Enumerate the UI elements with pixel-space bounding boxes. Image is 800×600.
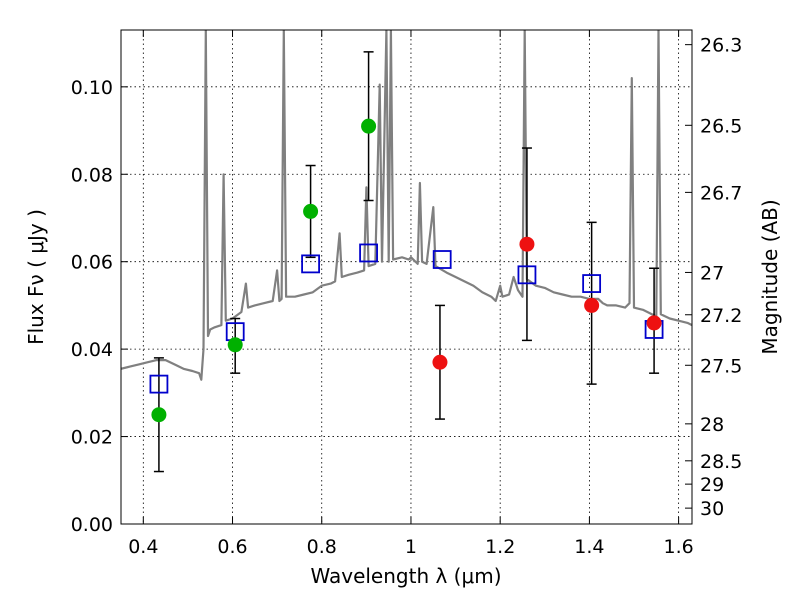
x-axis-label: Wavelength λ (μm) [310,564,501,588]
x-tick-label: 1 [405,536,417,558]
x-tick-label: 0.8 [307,536,337,558]
y-axis-ticks: 0.00 0.02 0.04 0.06 0.08 0.10 [71,77,128,536]
data-points [149,118,664,423]
green-point [227,337,243,353]
red-point [584,297,600,313]
right-tick-label: 26.7 [700,182,742,204]
right-tick-label: 26.3 [700,35,742,57]
x-tick-label: 0.4 [128,536,158,558]
y-tick-label: 0.04 [71,339,113,361]
x-axis-ticks: 0.4 0.6 0.8 1 1.2 1.4 1.6 [128,30,694,558]
x-tick-label: 1.6 [664,536,694,558]
y-tick-label: 0.00 [71,514,113,536]
green-point [151,407,167,423]
model-square [582,274,602,293]
right-tick-label: 27.5 [700,355,742,377]
plot-frame [120,29,693,525]
x-tick-label: 0.6 [217,536,247,558]
model-square [301,254,320,274]
model-square [517,265,537,285]
y-tick-label: 0.10 [71,77,113,99]
right-axis-label: Magnitude (AB) [758,199,782,354]
x-tick-label: 1.2 [485,536,515,558]
red-point [646,315,662,331]
red-point [432,354,448,370]
right-tick-label: 29 [700,474,724,496]
model-square [432,250,452,269]
right-tick-label: 28.5 [700,451,742,473]
right-tick-label: 27 [700,262,724,284]
x-tick-label: 1.4 [574,536,604,558]
right-tick-label: 27.2 [700,305,742,327]
y-axis-label: Flux Fν ( μJy ) [24,209,48,345]
y-tick-label: 0.06 [71,252,113,274]
right-tick-label: 26.5 [700,115,742,137]
green-point [361,118,377,134]
y-tick-label: 0.08 [71,164,113,186]
model-square [149,374,169,394]
green-point [303,203,319,219]
right-tick-label: 30 [700,498,724,520]
red-point [519,236,535,252]
right-tick-label: 28 [700,414,724,436]
plot-background [121,30,692,524]
y-tick-label: 0.02 [71,427,113,449]
model-square [359,243,378,263]
